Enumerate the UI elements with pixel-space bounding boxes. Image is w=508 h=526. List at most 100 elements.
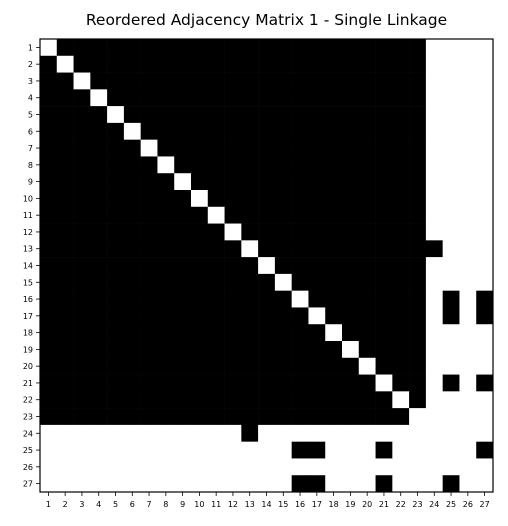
matrix-cell bbox=[375, 240, 393, 258]
matrix-cell bbox=[358, 39, 376, 57]
matrix-cell bbox=[40, 206, 58, 224]
matrix-cell bbox=[258, 173, 276, 191]
matrix-cell bbox=[258, 122, 276, 140]
matrix-cell bbox=[291, 441, 309, 459]
matrix-cell bbox=[358, 122, 376, 140]
matrix-cell bbox=[56, 240, 74, 258]
y-tick-label: 12 bbox=[23, 228, 33, 237]
matrix-cell bbox=[442, 223, 460, 241]
matrix-cell bbox=[107, 257, 125, 275]
matrix-cell bbox=[90, 190, 108, 208]
x-tick-label: 4 bbox=[96, 500, 101, 509]
matrix-cell bbox=[107, 324, 125, 342]
matrix-cell bbox=[40, 374, 58, 392]
matrix-cell bbox=[140, 290, 158, 308]
x-tick-label: 8 bbox=[163, 500, 168, 509]
matrix-cell bbox=[207, 190, 225, 208]
matrix-cell bbox=[174, 290, 192, 308]
matrix-cell bbox=[425, 257, 443, 275]
matrix-cell bbox=[409, 273, 427, 291]
matrix-cell bbox=[90, 424, 108, 442]
matrix-cell bbox=[442, 424, 460, 442]
matrix-cell bbox=[191, 273, 209, 291]
matrix-cell bbox=[442, 273, 460, 291]
matrix-cell bbox=[123, 273, 141, 291]
matrix-cell bbox=[157, 458, 175, 476]
x-tick-label: 6 bbox=[130, 500, 135, 509]
matrix-cell bbox=[174, 190, 192, 208]
x-tick-label: 25 bbox=[446, 500, 456, 509]
matrix-cell bbox=[274, 441, 292, 459]
matrix-cell bbox=[140, 357, 158, 375]
matrix-cell bbox=[476, 206, 494, 224]
matrix-cell bbox=[325, 173, 343, 191]
matrix-cell bbox=[375, 39, 393, 57]
matrix-cell bbox=[325, 324, 343, 342]
matrix-cell bbox=[459, 324, 477, 342]
matrix-cell bbox=[459, 223, 477, 241]
x-tick-label: 16 bbox=[295, 500, 305, 509]
matrix-cell bbox=[241, 290, 259, 308]
matrix-cell bbox=[191, 156, 209, 174]
matrix-cell bbox=[342, 240, 360, 258]
matrix-cell bbox=[224, 89, 242, 107]
matrix-cell bbox=[375, 324, 393, 342]
matrix-cell bbox=[442, 139, 460, 157]
matrix-cell bbox=[274, 273, 292, 291]
matrix-cell bbox=[274, 458, 292, 476]
matrix-cell bbox=[140, 173, 158, 191]
matrix-cell bbox=[291, 223, 309, 241]
matrix-cell bbox=[123, 408, 141, 426]
matrix-cell bbox=[308, 341, 326, 359]
matrix-cell bbox=[274, 424, 292, 442]
matrix-cell bbox=[342, 122, 360, 140]
matrix-cell bbox=[342, 223, 360, 241]
matrix-cell bbox=[409, 206, 427, 224]
matrix-cell bbox=[174, 39, 192, 57]
y-tick-label: 14 bbox=[23, 262, 33, 271]
matrix-cell bbox=[191, 408, 209, 426]
matrix-cell bbox=[358, 307, 376, 325]
matrix-cell bbox=[308, 307, 326, 325]
matrix-cell bbox=[56, 206, 74, 224]
matrix-cell bbox=[56, 475, 74, 493]
matrix-cell bbox=[409, 156, 427, 174]
matrix-cell bbox=[157, 441, 175, 459]
matrix-cell bbox=[459, 408, 477, 426]
matrix-cell bbox=[207, 206, 225, 224]
matrix-cell bbox=[476, 290, 494, 308]
matrix-cell bbox=[40, 424, 58, 442]
matrix-cell bbox=[392, 72, 410, 90]
matrix-cell bbox=[375, 475, 393, 493]
matrix-cell bbox=[274, 240, 292, 258]
matrix-cell bbox=[409, 290, 427, 308]
matrix-cell bbox=[392, 391, 410, 409]
matrix-cell bbox=[140, 424, 158, 442]
matrix-cell bbox=[90, 307, 108, 325]
matrix-cell bbox=[157, 190, 175, 208]
matrix-cell bbox=[107, 223, 125, 241]
matrix-cell bbox=[274, 89, 292, 107]
matrix-cell bbox=[392, 458, 410, 476]
matrix-cell bbox=[375, 374, 393, 392]
matrix-cell bbox=[224, 424, 242, 442]
matrix-cell bbox=[157, 106, 175, 124]
matrix-cell bbox=[325, 240, 343, 258]
matrix-cell bbox=[140, 458, 158, 476]
matrix-cell bbox=[107, 55, 125, 73]
matrix-cell bbox=[140, 374, 158, 392]
matrix-cell bbox=[442, 307, 460, 325]
matrix-cell bbox=[291, 391, 309, 409]
matrix-cell bbox=[358, 240, 376, 258]
y-tick-label: 3 bbox=[28, 77, 33, 86]
matrix-cell bbox=[358, 156, 376, 174]
matrix-cell bbox=[207, 240, 225, 258]
matrix-cell bbox=[425, 72, 443, 90]
matrix-cell bbox=[224, 190, 242, 208]
matrix-cell bbox=[425, 424, 443, 442]
matrix-cell bbox=[191, 458, 209, 476]
matrix-cell bbox=[291, 257, 309, 275]
matrix-cell bbox=[207, 391, 225, 409]
matrix-cell bbox=[90, 408, 108, 426]
matrix-cell bbox=[40, 341, 58, 359]
